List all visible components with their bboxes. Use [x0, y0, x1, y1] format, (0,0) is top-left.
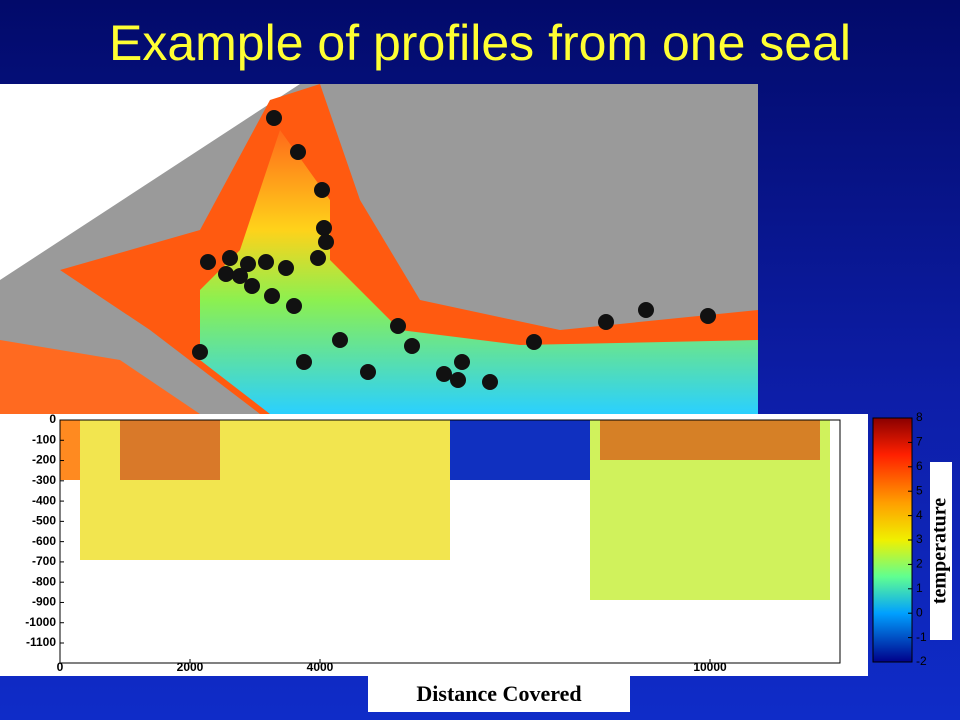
y-tick-label: -1100 [26, 635, 56, 649]
x-tick-label: 0 [57, 660, 64, 674]
caption: Distance Covered [368, 676, 630, 712]
colorbar-tick-label: -1 [916, 630, 927, 644]
y-tick-label: -1000 [25, 615, 56, 629]
y-tick-label: -500 [32, 514, 56, 528]
x-tick-label: 10000 [693, 660, 727, 674]
colorbar-tick-label: 5 [916, 483, 923, 497]
y-tick-label: -900 [32, 595, 56, 609]
map [0, 84, 758, 414]
x-tick-label: 4000 [307, 660, 334, 674]
colorbar-tick-label: -2 [916, 654, 927, 668]
y-tick-label: 0 [49, 412, 56, 426]
colorbar-tick-label: 7 [916, 435, 923, 449]
seal-positions [192, 110, 716, 390]
colorbar-label-bg [930, 462, 952, 640]
colorbar-tick-label: 0 [916, 605, 923, 619]
colorbar [872, 417, 913, 663]
y-tick-label: -200 [32, 453, 56, 467]
y-tick-label: -100 [32, 432, 56, 446]
y-tick-label: -400 [32, 493, 56, 507]
colorbar-tick-label: 2 [916, 557, 923, 571]
colorbar-tick-label: 8 [916, 410, 923, 424]
section-plot [0, 414, 868, 676]
colorbar-tick-label: 6 [916, 459, 923, 473]
y-tick-label: -300 [32, 473, 56, 487]
x-tick-label: 2000 [177, 660, 204, 674]
y-tick-label: -800 [32, 574, 56, 588]
slide-title: Example of profiles from one seal [108, 15, 852, 71]
colorbar-tick-label: 1 [916, 581, 923, 595]
colorbar-tick-label: 4 [916, 508, 923, 522]
colorbar-tick-label: 3 [916, 532, 923, 546]
y-tick-label: -600 [32, 534, 56, 548]
colorbar-label: temperature [929, 498, 951, 604]
y-tick-label: -700 [32, 554, 56, 568]
